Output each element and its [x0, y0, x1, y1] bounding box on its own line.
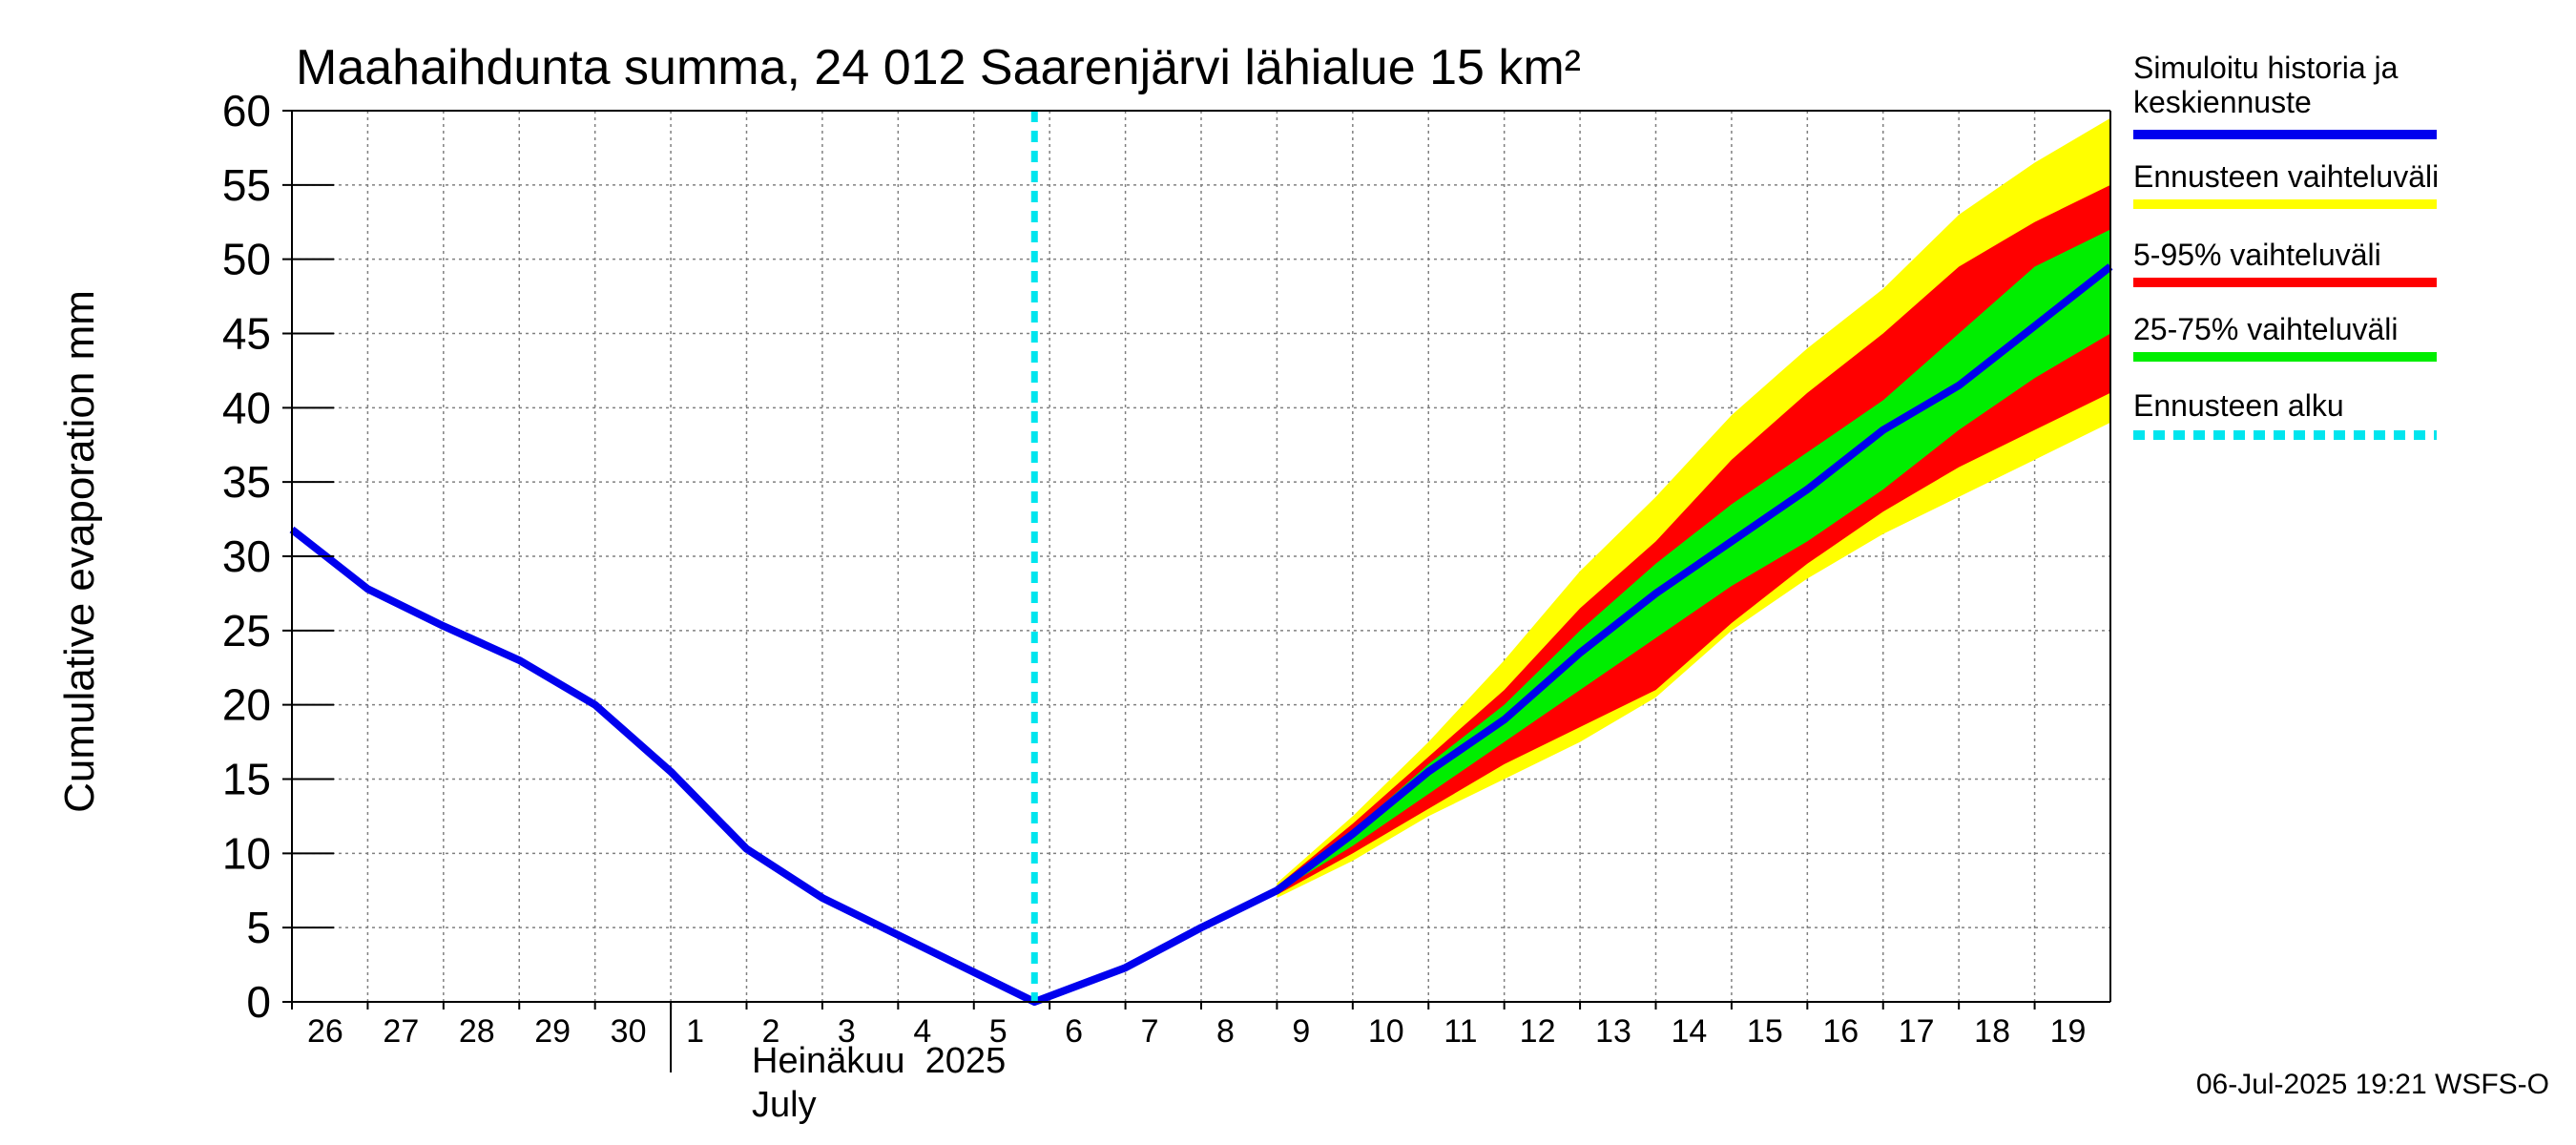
x-tick-label: 15	[1747, 1013, 1783, 1050]
band-25-75-vaihteluv-li	[1277, 229, 2110, 892]
legend-label: 5-95% vaihteluväli	[2133, 238, 2381, 272]
x-tick-label: 11	[1444, 1013, 1477, 1050]
y-tick-label: 50	[222, 235, 271, 284]
chart-title: Maahaihdunta summa, 24 012 Saarenjärvi l…	[296, 40, 1581, 95]
x-tick-label: 6	[1065, 1013, 1083, 1050]
footer-timestamp: 06-Jul-2025 19:21 WSFS-O	[2196, 1069, 2549, 1100]
x-tick-label: 13	[1595, 1013, 1631, 1050]
x-tick-labels: 26 27 28 29 30 1 2 3 4 5 6 7 8 9 10 11 12 13 14 15 16 17 18 19	[307, 1013, 2086, 1050]
legend-label: 25-75% vaihteluväli	[2133, 312, 2399, 346]
x-tick-label: 27	[383, 1013, 419, 1050]
month-label-fi: Heinäkuu 2025	[752, 1041, 1006, 1081]
y-tick-label: 45	[222, 309, 271, 359]
x-tick-label: 12	[1520, 1013, 1556, 1050]
y-tick-label: 25	[222, 606, 271, 656]
y-tick-labels: 0 5 10 15 20 25 30 35 40 45 50 55 60	[222, 86, 271, 1027]
x-tick-label: 9	[1292, 1013, 1310, 1050]
y-tick-label: 55	[222, 160, 271, 210]
x-tick-label: 1	[686, 1013, 704, 1050]
y-tick-label: 20	[222, 680, 271, 730]
y-axis-label: Cumulative evaporation mm	[56, 290, 103, 813]
x-tick-label: 19	[2050, 1013, 2087, 1050]
y-tick-label: 5	[246, 903, 271, 952]
x-tick-label: 4	[913, 1013, 931, 1050]
y-tick-label: 15	[222, 755, 271, 804]
x-tick-label: 16	[1822, 1013, 1859, 1050]
x-tick-label: 5	[989, 1013, 1008, 1050]
legend-label: Ennusteen alku	[2133, 388, 2344, 423]
forecast-bands	[1277, 117, 2110, 899]
x-tick-label: 17	[1899, 1013, 1935, 1050]
y-tick-label: 10	[222, 828, 271, 878]
x-tick-label: 29	[534, 1013, 571, 1050]
x-tick-label: 3	[838, 1013, 856, 1050]
x-tick-label: 30	[611, 1013, 647, 1050]
y-tick-label: 35	[222, 457, 271, 507]
legend-label: Simuloitu historia ja	[2133, 51, 2399, 85]
x-tick-label: 14	[1672, 1013, 1708, 1050]
x-tick-label: 2	[762, 1013, 780, 1050]
x-tick-label: 7	[1141, 1013, 1159, 1050]
x-tick-label: 26	[307, 1013, 343, 1050]
series-line	[289, 263, 2113, 1006]
legend-label: Ennusteen vaihteluväli	[2133, 159, 2439, 194]
month-label-en: July	[752, 1085, 817, 1125]
x-tick-label: 10	[1368, 1013, 1404, 1050]
y-tick-label: 30	[222, 531, 271, 581]
y-tick-label: 60	[222, 86, 271, 135]
series-lines	[289, 263, 2113, 1006]
x-tick-label: 18	[1974, 1013, 2010, 1050]
x-tick-label: 28	[459, 1013, 495, 1050]
legend-label: keskiennuste	[2133, 85, 2312, 119]
y-tick-label: 40	[222, 383, 271, 432]
plot-axes	[282, 110, 2111, 1072]
y-tick-label: 0	[246, 977, 271, 1027]
x-tick-label: 8	[1216, 1013, 1235, 1050]
